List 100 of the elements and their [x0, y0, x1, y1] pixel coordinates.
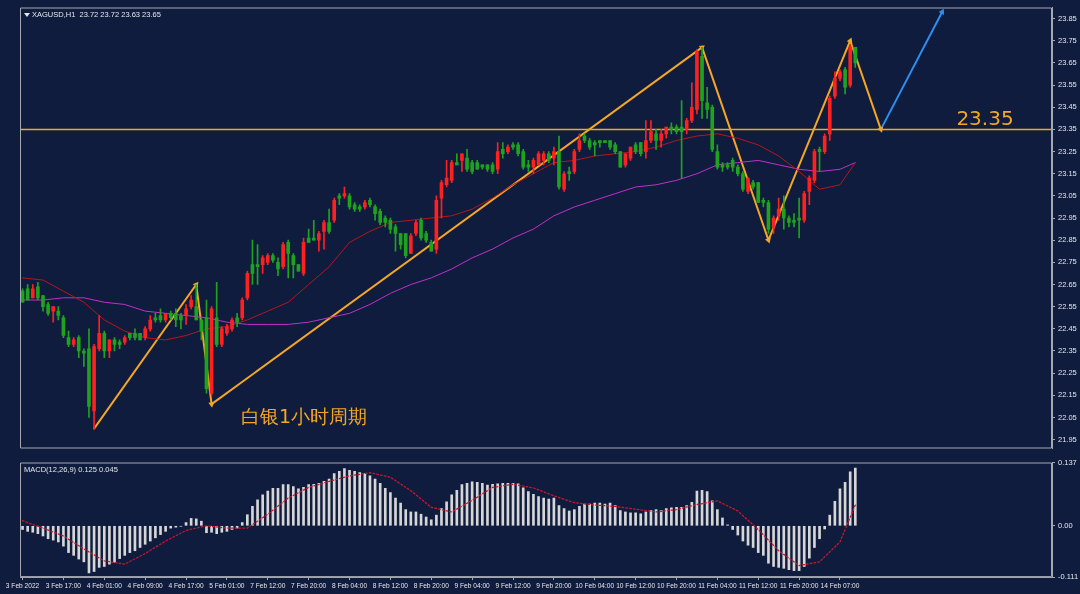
- bar: [848, 471, 852, 526]
- bar: [389, 492, 392, 526]
- bar: [532, 494, 535, 526]
- bar: [828, 514, 832, 526]
- bar: [240, 522, 244, 526]
- candlestick: [454, 153, 459, 166]
- bar: [26, 525, 29, 532]
- bar: [496, 483, 500, 526]
- bar: [639, 513, 643, 526]
- bar: [634, 512, 637, 526]
- bar: [440, 508, 443, 526]
- bar: [680, 506, 683, 526]
- bar: [475, 482, 479, 526]
- bar: [266, 490, 270, 526]
- bar: [618, 510, 622, 526]
- bar: [762, 525, 765, 556]
- bar: [51, 525, 55, 541]
- bar: [261, 494, 264, 526]
- bar: [343, 468, 346, 526]
- bar: [123, 525, 127, 556]
- bar: [404, 509, 408, 526]
- bar: [813, 525, 816, 548]
- candlestick: [311, 219, 316, 241]
- bar: [613, 505, 617, 526]
- bar: [200, 520, 203, 526]
- bar: [808, 525, 811, 559]
- bar: [194, 518, 198, 526]
- bar: [690, 501, 694, 526]
- bar: [772, 525, 775, 567]
- bar: [118, 525, 121, 559]
- bar: [286, 484, 290, 526]
- bar: [756, 525, 760, 553]
- bar: [547, 498, 551, 526]
- bar: [358, 472, 362, 526]
- bar: [542, 497, 545, 526]
- bar: [256, 499, 259, 526]
- point: [208, 402, 215, 408]
- bar: [31, 525, 35, 533]
- bar: [307, 484, 310, 526]
- bar: [97, 525, 101, 568]
- candlestick: [567, 166, 572, 181]
- bar: [312, 483, 316, 526]
- bar: [593, 502, 597, 526]
- point: [877, 126, 884, 133]
- bar: [67, 525, 70, 553]
- bar: [567, 510, 571, 526]
- bar: [164, 525, 167, 532]
- bar: [491, 483, 494, 526]
- ref-line-label: 23.35: [956, 106, 1014, 131]
- bar: [818, 525, 821, 540]
- bar: [486, 484, 489, 526]
- bar: [802, 525, 806, 567]
- bar: [721, 517, 724, 526]
- bar: [624, 511, 627, 526]
- bar: [251, 506, 254, 526]
- bar: [578, 506, 581, 526]
- bar: [629, 512, 632, 526]
- bar: [455, 489, 459, 526]
- bar: [62, 525, 65, 547]
- bar: [853, 467, 857, 526]
- bar: [501, 482, 505, 526]
- bar: [731, 525, 735, 530]
- line-series: [21, 472, 856, 567]
- bar: [21, 525, 24, 530]
- bar: [159, 525, 162, 535]
- bar: [332, 473, 336, 526]
- bar: [108, 525, 111, 565]
- bar: [445, 501, 448, 526]
- bar: [710, 500, 714, 526]
- bar: [148, 525, 152, 542]
- bar: [154, 525, 157, 539]
- bar: [297, 488, 300, 526]
- point: [765, 237, 771, 244]
- bar: [736, 525, 740, 536]
- bar: [435, 514, 438, 526]
- bar: [664, 508, 668, 526]
- bar: [481, 482, 484, 526]
- bar: [537, 496, 540, 526]
- bar: [113, 525, 116, 563]
- bar: [527, 491, 530, 526]
- bar: [77, 525, 81, 560]
- bar: [583, 503, 586, 526]
- bar: [220, 525, 224, 533]
- bar: [716, 509, 719, 526]
- bar: [521, 487, 525, 526]
- bar: [588, 503, 591, 526]
- bar: [378, 482, 382, 526]
- bar: [72, 525, 75, 556]
- point: [846, 37, 853, 44]
- bar: [56, 525, 60, 543]
- bar: [823, 525, 826, 530]
- bar: [685, 505, 689, 526]
- bar: [670, 507, 673, 526]
- bar: [292, 486, 295, 526]
- bar: [429, 519, 433, 526]
- bar: [348, 470, 351, 526]
- annotation: 白银1小时周期: [241, 404, 368, 427]
- bar: [394, 497, 397, 526]
- bar: [777, 525, 780, 568]
- bar: [246, 514, 249, 526]
